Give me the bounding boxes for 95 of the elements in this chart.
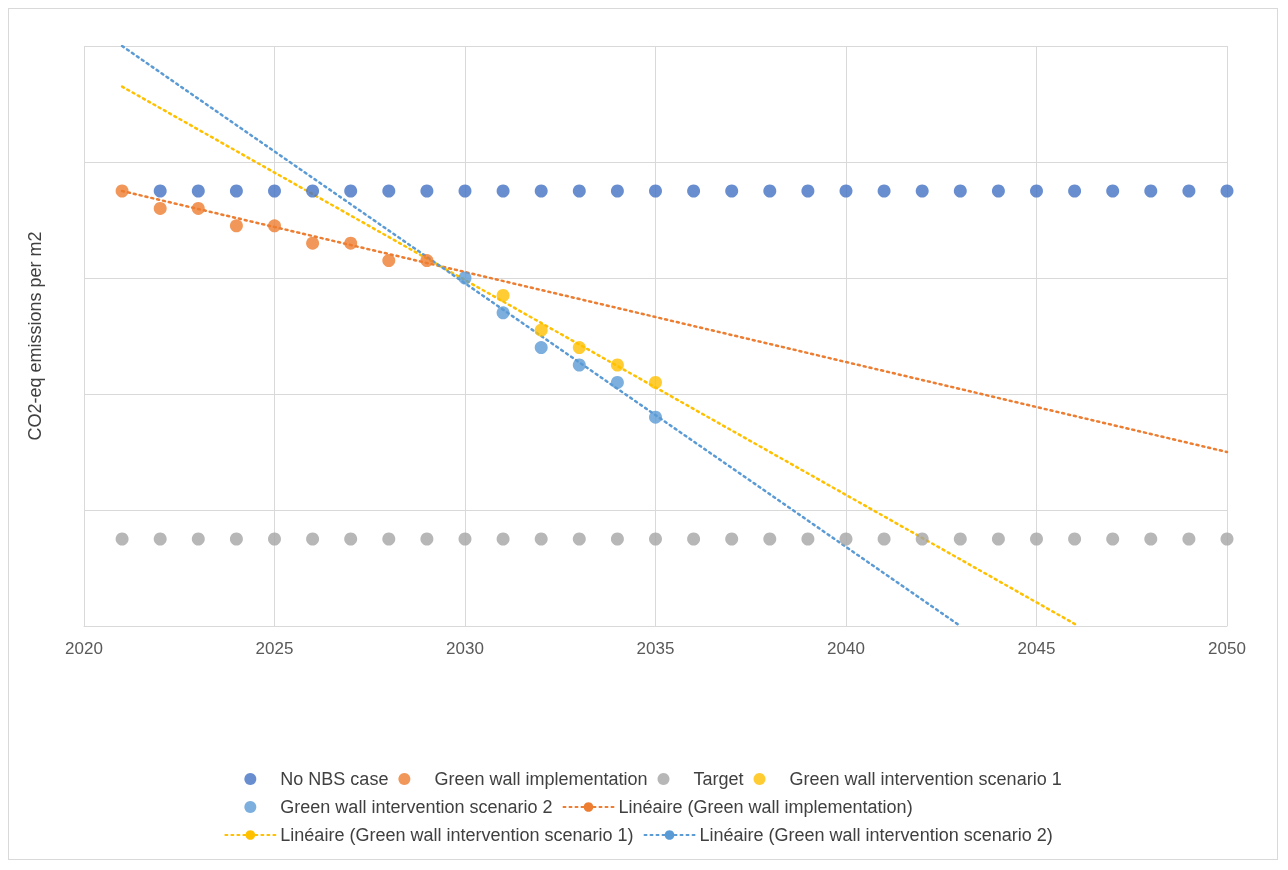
x-tick-label: 2045 <box>1017 639 1056 658</box>
point <box>1030 184 1043 198</box>
point <box>572 532 586 546</box>
point <box>572 184 586 198</box>
point <box>1220 532 1234 546</box>
point <box>534 184 548 198</box>
point <box>191 201 205 215</box>
point <box>610 358 624 372</box>
point <box>420 184 434 198</box>
point <box>229 532 243 546</box>
point <box>1144 184 1158 198</box>
point <box>496 184 510 198</box>
point <box>115 532 129 546</box>
point <box>1144 532 1158 546</box>
point <box>382 254 396 268</box>
point <box>382 532 396 546</box>
point <box>496 532 510 546</box>
legend-label: Linéaire (Green wall intervention scenario 2) <box>699 825 1053 845</box>
point <box>763 184 777 198</box>
point <box>191 184 205 198</box>
point <box>534 341 548 355</box>
point <box>382 184 396 198</box>
point <box>229 219 243 233</box>
point <box>915 532 929 546</box>
point <box>1068 184 1082 198</box>
point <box>420 254 434 268</box>
x-tick-label: 2020 <box>65 639 103 658</box>
point <box>229 184 243 198</box>
point <box>649 410 662 424</box>
point <box>268 184 281 198</box>
point <box>153 184 167 198</box>
y-axis-title: CO2-eq emissions per m2 <box>25 231 45 441</box>
legend-label: Linéaire (Green wall intervention scenario 1) <box>280 825 634 845</box>
point <box>1182 532 1196 546</box>
point <box>991 532 1005 546</box>
point <box>687 532 701 546</box>
point <box>610 532 624 546</box>
legend-label: Green wall implementation <box>434 769 648 789</box>
legend-label: Linéaire (Green wall implementation) <box>618 797 913 817</box>
point <box>877 184 891 198</box>
point <box>877 532 891 546</box>
point <box>344 532 358 546</box>
point <box>534 532 548 546</box>
point <box>915 184 929 198</box>
point <box>725 184 739 198</box>
point <box>1106 532 1120 546</box>
point <box>839 532 853 546</box>
point <box>306 184 320 198</box>
x-tick-label: 2035 <box>636 639 675 658</box>
point <box>458 271 472 285</box>
x-tick-label: 2025 <box>255 639 294 658</box>
point <box>763 532 777 546</box>
point <box>649 184 662 198</box>
point <box>153 532 167 546</box>
legend-label: Green wall intervention scenario 1 <box>789 769 1062 789</box>
legend-label: No NBS case <box>280 769 389 789</box>
point <box>420 532 434 546</box>
point <box>1068 532 1082 546</box>
point <box>649 532 662 546</box>
point <box>649 375 662 389</box>
point <box>458 184 472 198</box>
point <box>953 184 967 198</box>
point <box>572 358 586 372</box>
point <box>1182 184 1196 198</box>
point <box>458 532 472 546</box>
point <box>610 375 624 389</box>
point <box>344 184 358 198</box>
point <box>839 184 853 198</box>
point <box>801 184 815 198</box>
point <box>953 532 967 546</box>
point <box>496 288 510 302</box>
point <box>496 306 510 320</box>
point <box>801 532 815 546</box>
point <box>153 201 167 215</box>
point <box>268 219 281 233</box>
point <box>115 184 129 198</box>
point <box>1106 184 1120 198</box>
legend-label: Target <box>693 769 744 789</box>
point <box>572 341 586 355</box>
legend-label: Green wall intervention scenario 2 <box>280 797 553 817</box>
point <box>725 532 739 546</box>
point <box>268 532 281 546</box>
point <box>687 184 701 198</box>
point <box>610 184 624 198</box>
x-tick-label: 2050 <box>1208 639 1246 658</box>
point <box>1220 184 1234 198</box>
point <box>991 184 1005 198</box>
point <box>306 532 320 546</box>
point <box>306 236 320 250</box>
x-tick-label: 2030 <box>446 639 484 658</box>
x-tick-label: 2040 <box>827 639 865 658</box>
point <box>534 323 548 337</box>
point <box>344 236 358 250</box>
point <box>1030 532 1043 546</box>
point <box>191 532 205 546</box>
